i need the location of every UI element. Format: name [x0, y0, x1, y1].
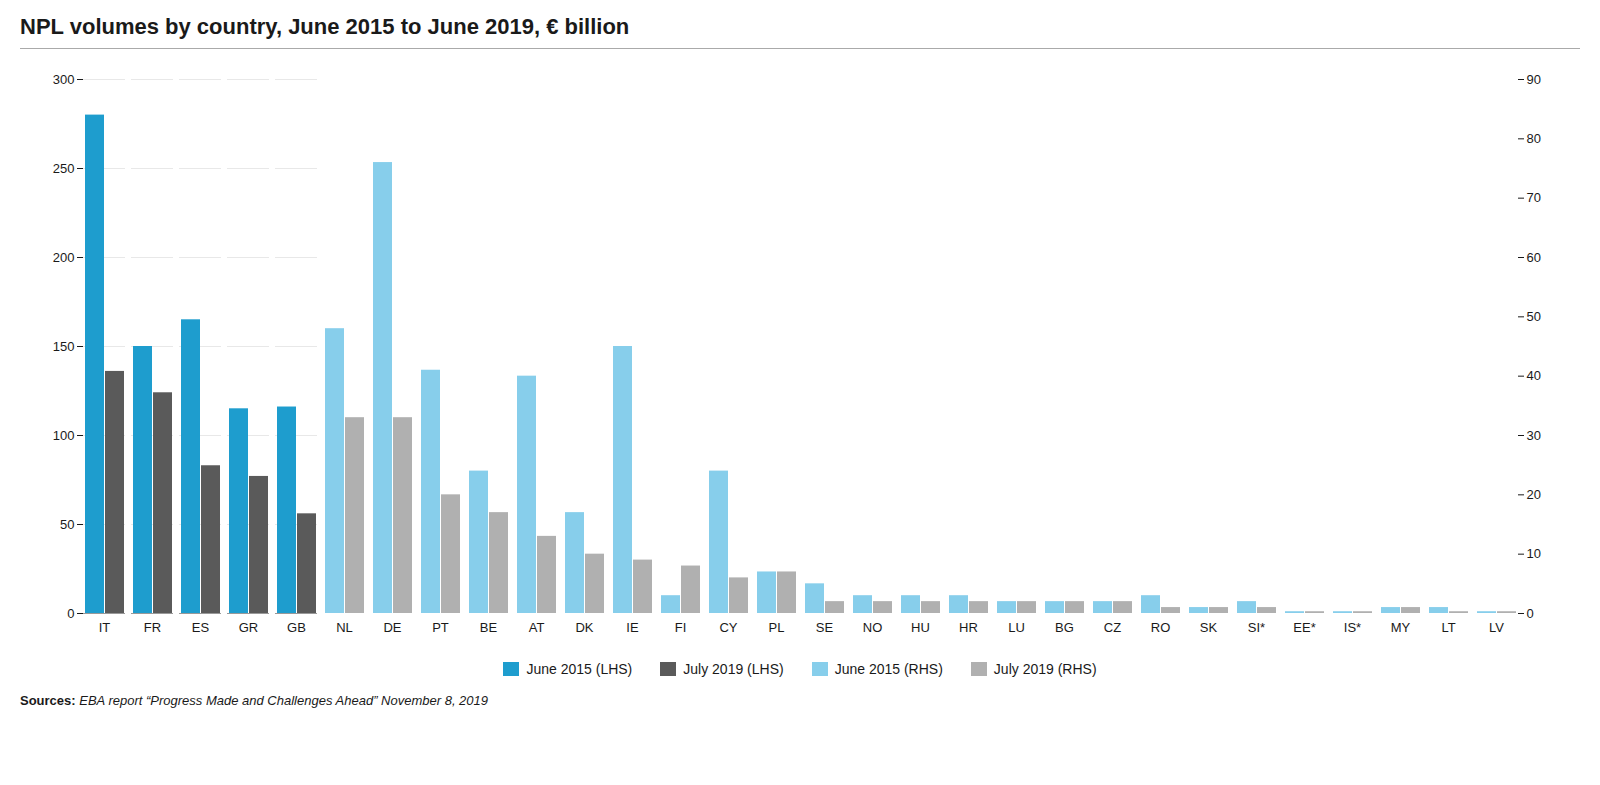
svg-text:DK: DK: [575, 620, 593, 635]
svg-text:PL: PL: [769, 620, 785, 635]
svg-text:SK: SK: [1200, 620, 1218, 635]
svg-text:40: 40: [1527, 368, 1541, 383]
svg-text:LV: LV: [1489, 620, 1504, 635]
svg-text:150: 150: [53, 339, 75, 354]
svg-text:CZ: CZ: [1104, 620, 1121, 635]
svg-text:EE*: EE*: [1293, 620, 1315, 635]
svg-text:10: 10: [1527, 546, 1541, 561]
svg-text:GB: GB: [287, 620, 306, 635]
svg-text:50: 50: [1527, 309, 1541, 324]
svg-text:30: 30: [1527, 428, 1541, 443]
svg-text:IE: IE: [626, 620, 639, 635]
html-text:July 2019 (LHS): July 2019 (LHS): [683, 661, 784, 677]
html-text:NPL volumes by country, June 2: NPL volumes by country, June 2015 to Jun…: [20, 14, 630, 39]
html-text:June 2015 (LHS): June 2015 (LHS): [526, 661, 633, 677]
svg-text:SI*: SI*: [1248, 620, 1265, 635]
svg-text:250: 250: [53, 161, 75, 176]
svg-text:NL: NL: [336, 620, 353, 635]
svg-text:NO: NO: [863, 620, 883, 635]
svg-text:LT: LT: [1441, 620, 1455, 635]
svg-text:50: 50: [60, 517, 74, 532]
svg-text:HU: HU: [911, 620, 930, 635]
svg-text:100: 100: [53, 428, 75, 443]
svg-text:DE: DE: [383, 620, 401, 635]
svg-text:0: 0: [1527, 606, 1534, 621]
svg-text:FR: FR: [144, 620, 161, 635]
svg-text:HR: HR: [959, 620, 978, 635]
svg-text:0: 0: [67, 606, 74, 621]
svg-text:CY: CY: [719, 620, 737, 635]
svg-text:200: 200: [53, 250, 75, 265]
svg-text:IS*: IS*: [1344, 620, 1361, 635]
html-text:Sources: EBA report “Progress: Sources: EBA report “Progress Made and C…: [20, 693, 488, 708]
html-text:June 2015 (RHS): June 2015 (RHS): [834, 661, 943, 677]
svg-text:FI: FI: [675, 620, 687, 635]
svg-text:AT: AT: [529, 620, 545, 635]
svg-text:PT: PT: [432, 620, 449, 635]
svg-text:90: 90: [1527, 72, 1541, 87]
svg-text:RO: RO: [1151, 620, 1171, 635]
svg-text:BG: BG: [1055, 620, 1074, 635]
svg-text:GR: GR: [239, 620, 259, 635]
svg-text:300: 300: [53, 72, 75, 87]
html-text:July 2019 (RHS): July 2019 (RHS): [993, 661, 1097, 677]
svg-text:IT: IT: [99, 620, 111, 635]
svg-text:LU: LU: [1008, 620, 1025, 635]
svg-text:60: 60: [1527, 250, 1541, 265]
svg-text:MY: MY: [1391, 620, 1411, 635]
svg-text:SE: SE: [816, 620, 834, 635]
svg-text:70: 70: [1527, 190, 1541, 205]
svg-text:20: 20: [1527, 487, 1541, 502]
svg-text:BE: BE: [480, 620, 498, 635]
svg-text:80: 80: [1527, 131, 1541, 146]
svg-text:ES: ES: [192, 620, 210, 635]
